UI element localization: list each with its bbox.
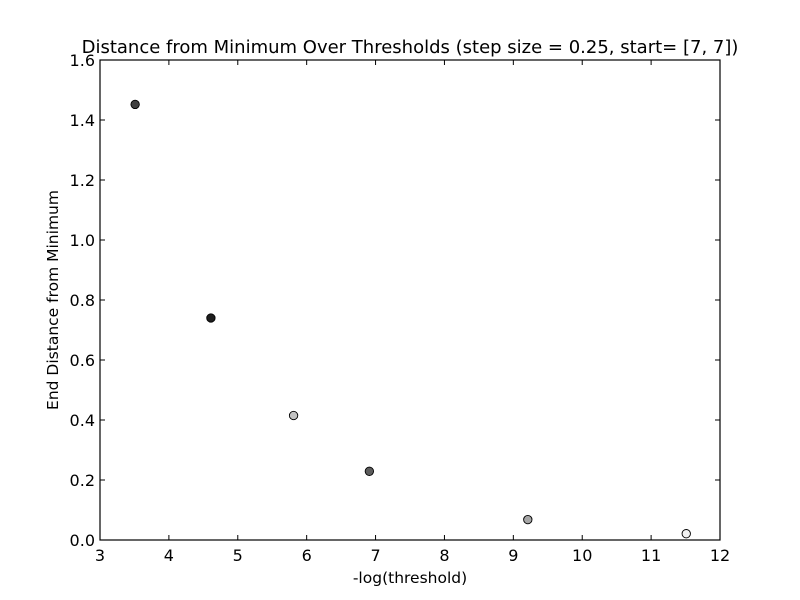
x-axis-label: -log(threshold) bbox=[353, 569, 467, 587]
y-tick-label: 1.6 bbox=[70, 51, 95, 70]
tick-labels: 3 4 5 6 7 8 9 10 11 12 0.0 0.2 0.4 0.6 0.8 1.0 1.2 1.4 1.6 bbox=[70, 51, 731, 565]
data-point bbox=[288, 410, 299, 421]
data-points bbox=[130, 99, 691, 539]
x-tick-label: 5 bbox=[233, 546, 243, 565]
x-tick-label: 11 bbox=[641, 546, 661, 565]
y-axis-label: End Distance from Minimum bbox=[44, 190, 62, 410]
data-point bbox=[523, 514, 533, 525]
y-tick-label: 1.0 bbox=[70, 231, 95, 250]
y-tick-label: 0.4 bbox=[70, 411, 95, 430]
x-tick-label: 8 bbox=[439, 546, 449, 565]
x-tick-label: 12 bbox=[710, 546, 730, 565]
y-tick-label: 0.8 bbox=[70, 291, 95, 310]
x-tick-label: 3 bbox=[95, 546, 105, 565]
x-tick-label: 10 bbox=[572, 546, 592, 565]
chart-title: Distance from Minimum Over Thresholds (s… bbox=[82, 37, 739, 58]
y-tick-label: 0.0 bbox=[70, 531, 95, 550]
y-tick-label: 1.4 bbox=[70, 111, 95, 130]
y-tick-label: 0.2 bbox=[70, 471, 95, 490]
data-point bbox=[206, 313, 216, 323]
x-tick-label: 7 bbox=[370, 546, 380, 565]
data-point bbox=[681, 529, 691, 539]
y-tick-label: 0.6 bbox=[70, 351, 95, 370]
data-point bbox=[130, 99, 140, 110]
data-point bbox=[364, 466, 375, 476]
x-tick-label: 4 bbox=[164, 546, 174, 565]
y-tick-label: 1.2 bbox=[70, 171, 95, 190]
plot-frame bbox=[99, 59, 721, 541]
x-tick-label: 6 bbox=[302, 546, 312, 565]
x-tick-label: 9 bbox=[508, 546, 518, 565]
axis-ticks bbox=[99, 59, 721, 541]
